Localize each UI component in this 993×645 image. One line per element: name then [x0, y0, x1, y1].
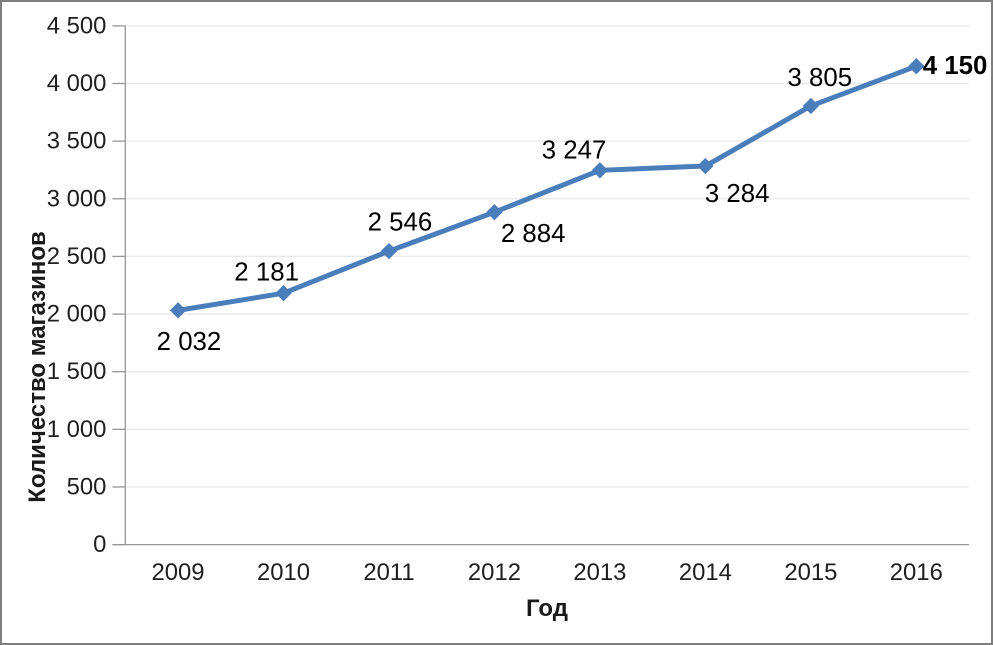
y-tick-label: 2 500	[47, 243, 107, 270]
data-point-marker	[802, 97, 820, 115]
data-point-marker	[697, 157, 714, 175]
data-point-marker	[486, 203, 503, 221]
data-point-label: 2 884	[501, 220, 566, 248]
data-point-label: 3 805	[787, 64, 852, 92]
x-tick-label: 2010	[257, 559, 310, 586]
data-point-marker	[591, 162, 609, 179]
data-point-label: 3 284	[705, 180, 770, 208]
y-tick-label: 4 000	[47, 70, 107, 97]
data-point-marker	[908, 58, 925, 75]
y-tick-label: 4 500	[47, 12, 107, 39]
x-tick-label: 2016	[890, 559, 943, 586]
data-point-label: 2 546	[368, 208, 433, 236]
x-tick-label: 2015	[784, 559, 837, 586]
y-tick-label: 1 000	[47, 416, 107, 443]
y-tick-label: 3 500	[47, 128, 107, 155]
y-tick-label: 0	[93, 531, 106, 558]
y-tick-label: 3 000	[47, 185, 107, 212]
data-point-marker	[169, 302, 187, 319]
x-tick-label: 2009	[152, 559, 205, 586]
data-point-marker	[275, 285, 292, 302]
x-tick-label: 2013	[573, 559, 626, 586]
data-point-label: 4 150	[923, 52, 988, 80]
y-tick-label: 2 000	[47, 301, 107, 328]
x-axis-title: Год	[526, 595, 568, 622]
y-axis-title: Количество магазинов	[24, 231, 51, 503]
series-line	[175, 63, 919, 313]
x-tick-label: 2012	[468, 559, 521, 586]
y-tick-label: 1 500	[47, 358, 107, 385]
data-point-label: 2 181	[234, 258, 299, 286]
data-point-label: 2 032	[157, 328, 222, 356]
x-tick-label: 2011	[363, 559, 414, 586]
y-tick-label: 500	[67, 473, 107, 500]
data-point-label: 3 247	[542, 136, 607, 164]
data-point-marker	[380, 242, 398, 260]
x-tick-label: 2014	[679, 559, 732, 586]
